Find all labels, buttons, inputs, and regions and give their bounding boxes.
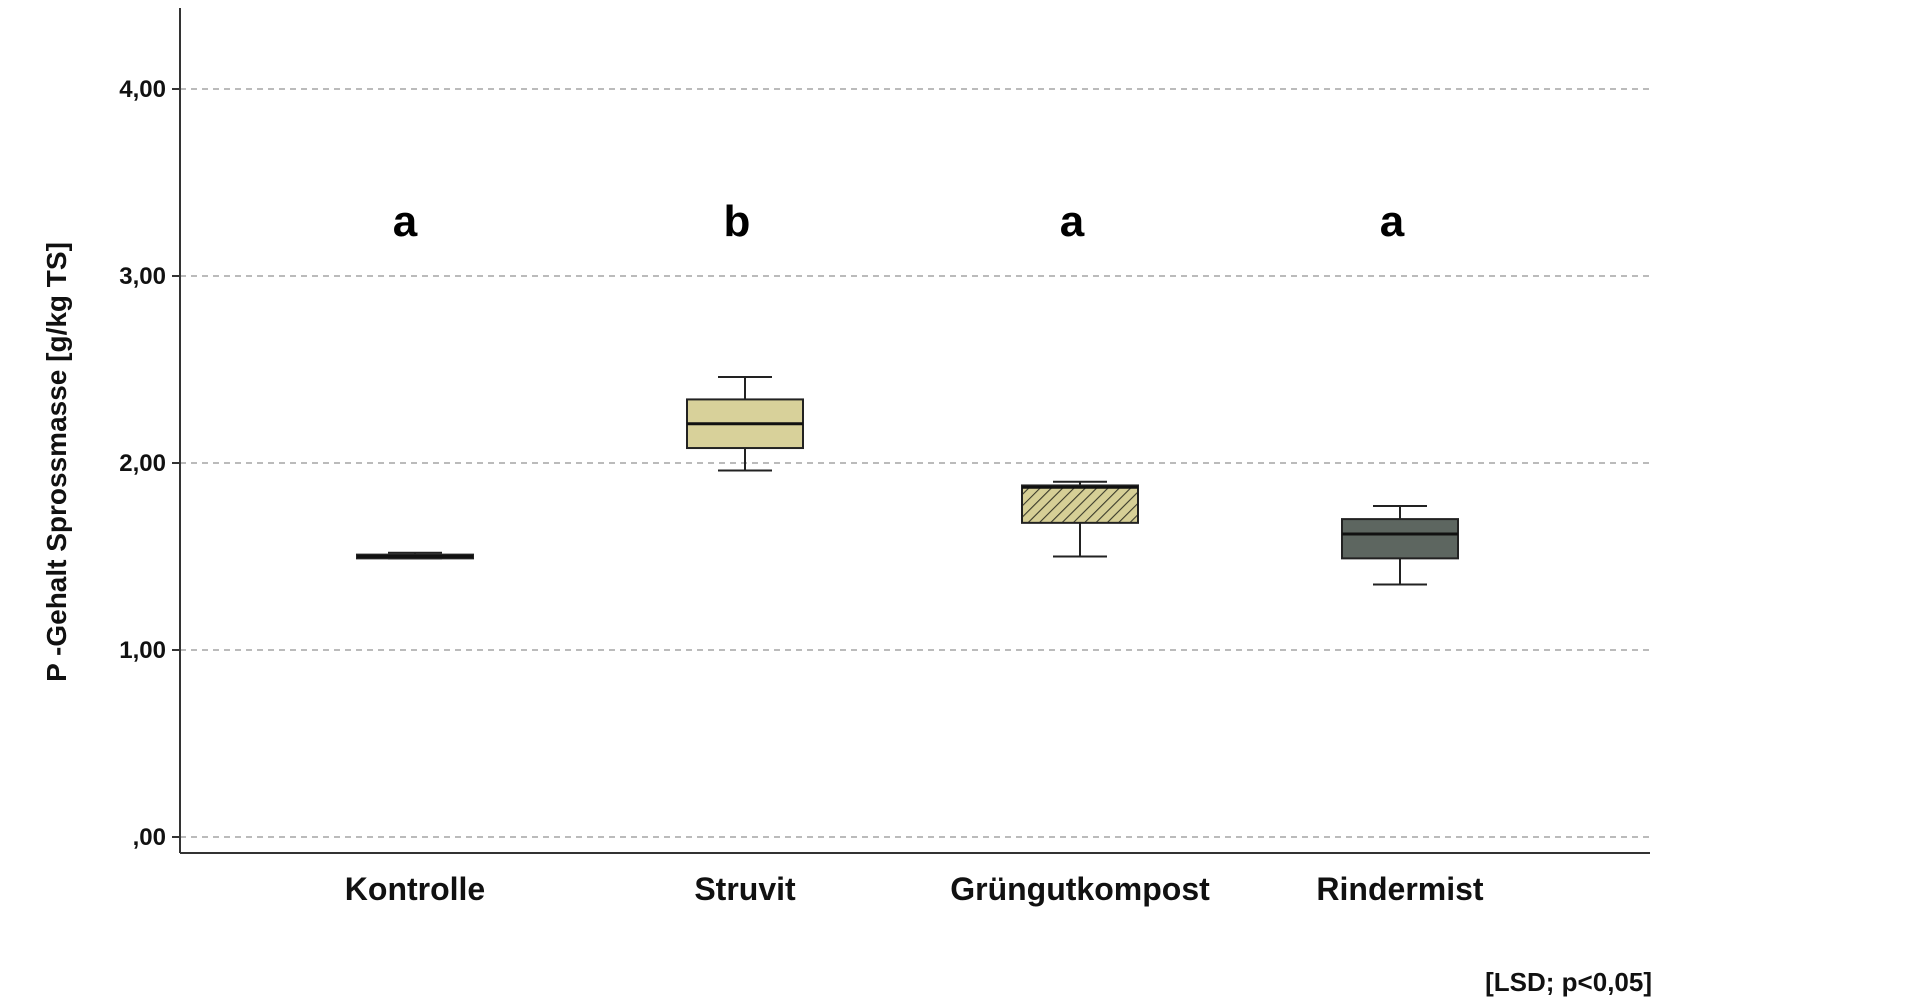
box-kontrolle [356, 551, 474, 560]
x-category-label: Struvit [694, 871, 796, 907]
y-tick-label: 3,00 [119, 263, 166, 290]
y-tick-label: 1,00 [119, 637, 166, 664]
box-grüngutkompost [1021, 480, 1139, 558]
y-axis-title: P -Gehalt Sprossmasse [g/kg TS] [41, 242, 72, 682]
x-category-label: Rindermist [1316, 871, 1483, 907]
grid-lines [180, 88, 1650, 838]
box-rindermist [1341, 505, 1459, 586]
boxes [356, 375, 1459, 586]
box-iqr [1341, 518, 1459, 560]
y-tick-label: ,00 [133, 824, 166, 851]
box-struvit [686, 375, 804, 472]
y-tick-label: 4,00 [119, 76, 166, 103]
x-category-label: Grüngutkompost [950, 871, 1210, 907]
axes [172, 8, 1650, 854]
labels: ,00 1,00 2,00 3,00 4,00 P -Gehalt Sprossmasse… [41, 76, 1652, 997]
significance-letter: a [393, 197, 418, 246]
footnote: [LSD; p<0,05] [1485, 967, 1652, 997]
x-category-label: Kontrolle [345, 871, 485, 907]
significance-letter: a [1380, 197, 1405, 246]
y-tick-label: 2,00 [119, 450, 166, 477]
box-iqr [1021, 484, 1139, 524]
significance-letter: b [724, 197, 751, 246]
significance-letter: a [1060, 197, 1085, 246]
